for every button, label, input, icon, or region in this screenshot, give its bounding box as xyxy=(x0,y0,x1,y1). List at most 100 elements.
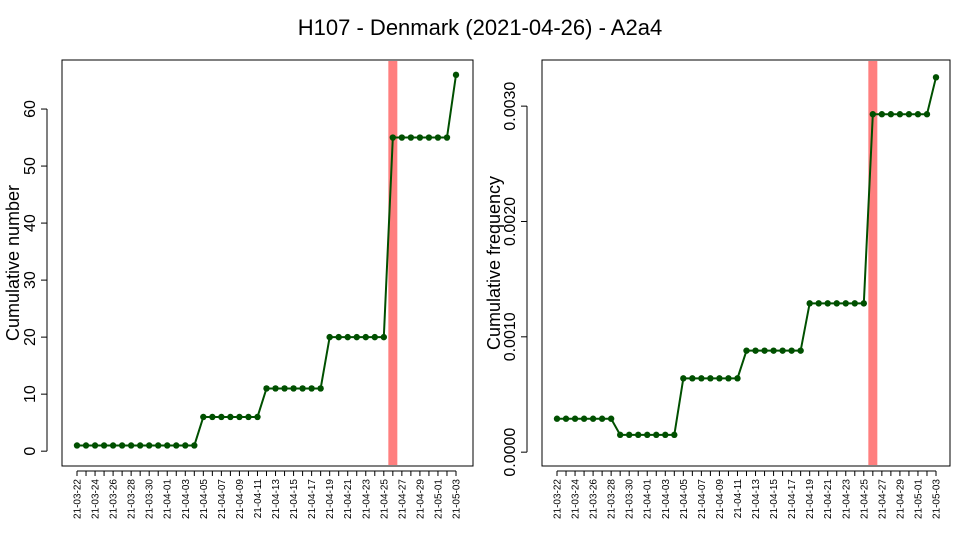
right-data-point xyxy=(851,300,858,307)
left-data-point xyxy=(398,134,406,141)
left-data-point xyxy=(236,413,243,421)
right-data-point xyxy=(553,415,561,422)
right-y-tick-label: 0.0000 xyxy=(502,428,519,477)
right-x-tick-label: 21-03-28 xyxy=(607,479,618,519)
right-x-tick-label: 21-04-29 xyxy=(895,479,906,519)
left-data-point xyxy=(173,442,180,449)
right-series-line xyxy=(557,77,937,436)
right-x-tick-label: 21-04-09 xyxy=(715,479,726,519)
left-x-tick-label: 21-04-29 xyxy=(415,479,426,519)
right-x-tick-label: 21-04-07 xyxy=(697,479,708,519)
left-data-point xyxy=(326,333,333,341)
right-data-point xyxy=(698,375,705,382)
right-y-tick-label: 0.0030 xyxy=(502,82,519,131)
right-data-point xyxy=(923,111,931,118)
right-y-tick-label: 0.0020 xyxy=(502,197,519,246)
right-data-point xyxy=(788,347,795,354)
left-x-tick-label: 21-04-09 xyxy=(235,479,246,519)
left-data-point xyxy=(91,442,99,449)
right-x-tick-label: 21-04-23 xyxy=(841,479,852,519)
right-data-point xyxy=(887,111,895,118)
right-x-tick-label: 21-04-17 xyxy=(787,479,798,519)
right-x-tick-label: 21-03-26 xyxy=(589,479,600,519)
left-data-point xyxy=(344,333,351,341)
left-data-point xyxy=(416,134,424,141)
left-x-tick-label: 21-04-01 xyxy=(163,479,174,519)
right-data-point xyxy=(752,347,759,354)
right-data-point xyxy=(616,431,624,439)
right-data-point xyxy=(635,431,642,439)
left-data-point xyxy=(155,442,162,449)
right-data-point xyxy=(842,300,849,307)
right-data-point xyxy=(607,415,615,422)
right-x-tick-label: 21-04-15 xyxy=(769,479,780,519)
left-y-tick-label: 20 xyxy=(22,328,39,346)
right-data-point xyxy=(598,415,606,422)
right-data-point xyxy=(779,347,786,354)
left-data-point xyxy=(136,442,144,449)
left-y-tick-label: 10 xyxy=(22,385,39,403)
left-plot-marks xyxy=(73,61,460,465)
left-x-tick-label: 21-03-22 xyxy=(73,479,84,519)
left-data-point xyxy=(380,333,388,341)
left-data-point xyxy=(164,442,171,449)
left-data-point xyxy=(182,442,189,449)
right-reference-date-band xyxy=(868,61,878,465)
left-y-tick-label: 50 xyxy=(22,157,39,175)
right-data-point xyxy=(734,375,741,382)
right-data-point xyxy=(806,300,813,307)
left-data-point xyxy=(425,134,433,141)
right-x-tick-label: 21-05-03 xyxy=(932,479,943,519)
right-data-point xyxy=(761,347,768,354)
left-data-point xyxy=(245,413,252,421)
right-data-point xyxy=(571,415,579,422)
left-y-tick-label: 60 xyxy=(22,100,39,118)
left-x-tick-label: 21-03-24 xyxy=(91,479,102,519)
left-data-point xyxy=(371,333,378,341)
left-y-tick-label: 40 xyxy=(22,214,39,232)
right-data-point xyxy=(589,415,597,422)
right-data-point xyxy=(932,74,940,81)
right-x-tick-label: 21-04-27 xyxy=(877,479,888,519)
left-data-point xyxy=(200,413,207,421)
right-data-point xyxy=(625,431,633,439)
left-y-tick-label: 0 xyxy=(22,447,39,456)
right-x-tick-label: 21-04-19 xyxy=(805,479,816,519)
left-x-tick-label: 21-04-23 xyxy=(361,479,372,519)
left-x-tick-label: 21-04-19 xyxy=(325,479,336,519)
left-x-tick-label: 21-03-30 xyxy=(145,479,156,519)
right-data-point xyxy=(878,111,886,118)
left-x-tick-label: 21-04-11 xyxy=(253,479,264,519)
left-x-tick-label: 21-04-07 xyxy=(217,479,228,519)
right-axes: 0.0000 0.0010 0.0020 0.0030 21-03-22 21-03-24… xyxy=(502,82,943,519)
left-data-point xyxy=(308,385,315,392)
left-data-point xyxy=(389,134,397,141)
right-x-tick-label: 21-04-05 xyxy=(679,479,690,519)
left-data-point xyxy=(209,413,216,421)
left-panel: 0 10 20 30 40 50 60 21-03-22 21-03-24 21-03-26 21-… xyxy=(3,59,474,519)
right-data-point xyxy=(914,111,922,118)
right-plot-frame xyxy=(541,59,951,467)
left-data-point xyxy=(407,134,415,141)
right-x-tick-label: 21-03-22 xyxy=(553,479,564,519)
right-x-tick-label: 21-04-25 xyxy=(859,479,870,519)
left-data-point xyxy=(100,442,108,449)
right-x-tick-label: 21-04-13 xyxy=(751,479,762,519)
right-data-point xyxy=(562,415,570,422)
right-panel: 0.0000 0.0010 0.0020 0.0030 21-03-22 21-03-24… xyxy=(484,59,951,519)
left-data-point xyxy=(118,442,126,449)
left-x-tick-label: 21-04-03 xyxy=(181,479,192,519)
left-x-tick-label: 21-04-05 xyxy=(199,479,210,519)
right-data-point xyxy=(797,347,804,354)
left-data-point xyxy=(443,134,451,141)
right-x-tick-label: 21-04-03 xyxy=(661,479,672,519)
right-data-point xyxy=(896,111,904,118)
left-x-tick-label: 21-04-25 xyxy=(379,479,390,519)
right-x-tick-label: 21-04-01 xyxy=(643,479,654,519)
left-data-point xyxy=(272,385,279,392)
right-data-point xyxy=(824,300,831,307)
left-data-point xyxy=(353,333,360,341)
left-plot-frame xyxy=(61,59,474,467)
right-data-point xyxy=(644,431,651,439)
